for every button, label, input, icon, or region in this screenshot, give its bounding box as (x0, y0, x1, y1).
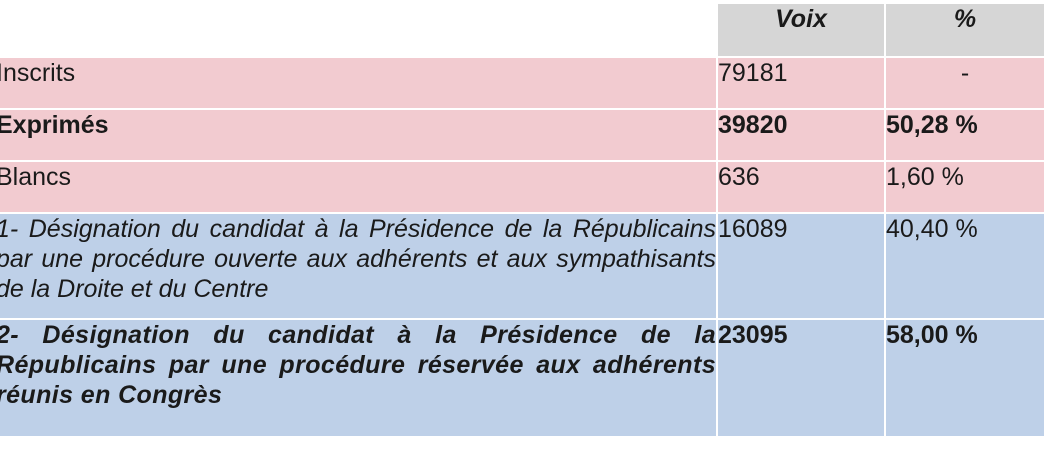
table-header-row: Voix % (0, 2, 1046, 58)
row-percent: 1,60 % (884, 160, 1046, 214)
table-row-question-2: 2- Désignation du candidat à la Présiden… (0, 318, 1046, 438)
row-percent: 40,40 % (884, 212, 1046, 320)
question-2-label: 2- Désignation du candidat à la Présiden… (0, 318, 718, 438)
row-voix: 23095 (716, 318, 886, 438)
row-label: Blancs (0, 160, 718, 214)
question-1-label: 1- Désignation du candidat à la Présiden… (0, 212, 718, 320)
row-percent: 58,00 % (884, 318, 1046, 438)
row-percent: 50,28 % (884, 108, 1046, 162)
row-percent: - (884, 56, 1046, 110)
table-row-blancs: Blancs 636 1,60 % (0, 160, 1046, 214)
row-voix: 636 (716, 160, 886, 214)
vote-results-table: Voix % Inscrits 79181 - Exprimés 39820 5… (0, 2, 1046, 438)
row-label: Inscrits (0, 56, 718, 110)
table-row-inscrits: Inscrits 79181 - (0, 56, 1046, 110)
row-voix: 39820 (716, 108, 886, 162)
table-row-exprimes: Exprimés 39820 50,28 % (0, 108, 1046, 162)
header-empty-cell (0, 2, 718, 58)
header-percent: % (884, 2, 1046, 58)
row-voix: 79181 (716, 56, 886, 110)
table-row-question-1: 1- Désignation du candidat à la Présiden… (0, 212, 1046, 320)
row-label: Exprimés (0, 108, 718, 162)
row-voix: 16089 (716, 212, 886, 320)
header-voix: Voix (716, 2, 886, 58)
